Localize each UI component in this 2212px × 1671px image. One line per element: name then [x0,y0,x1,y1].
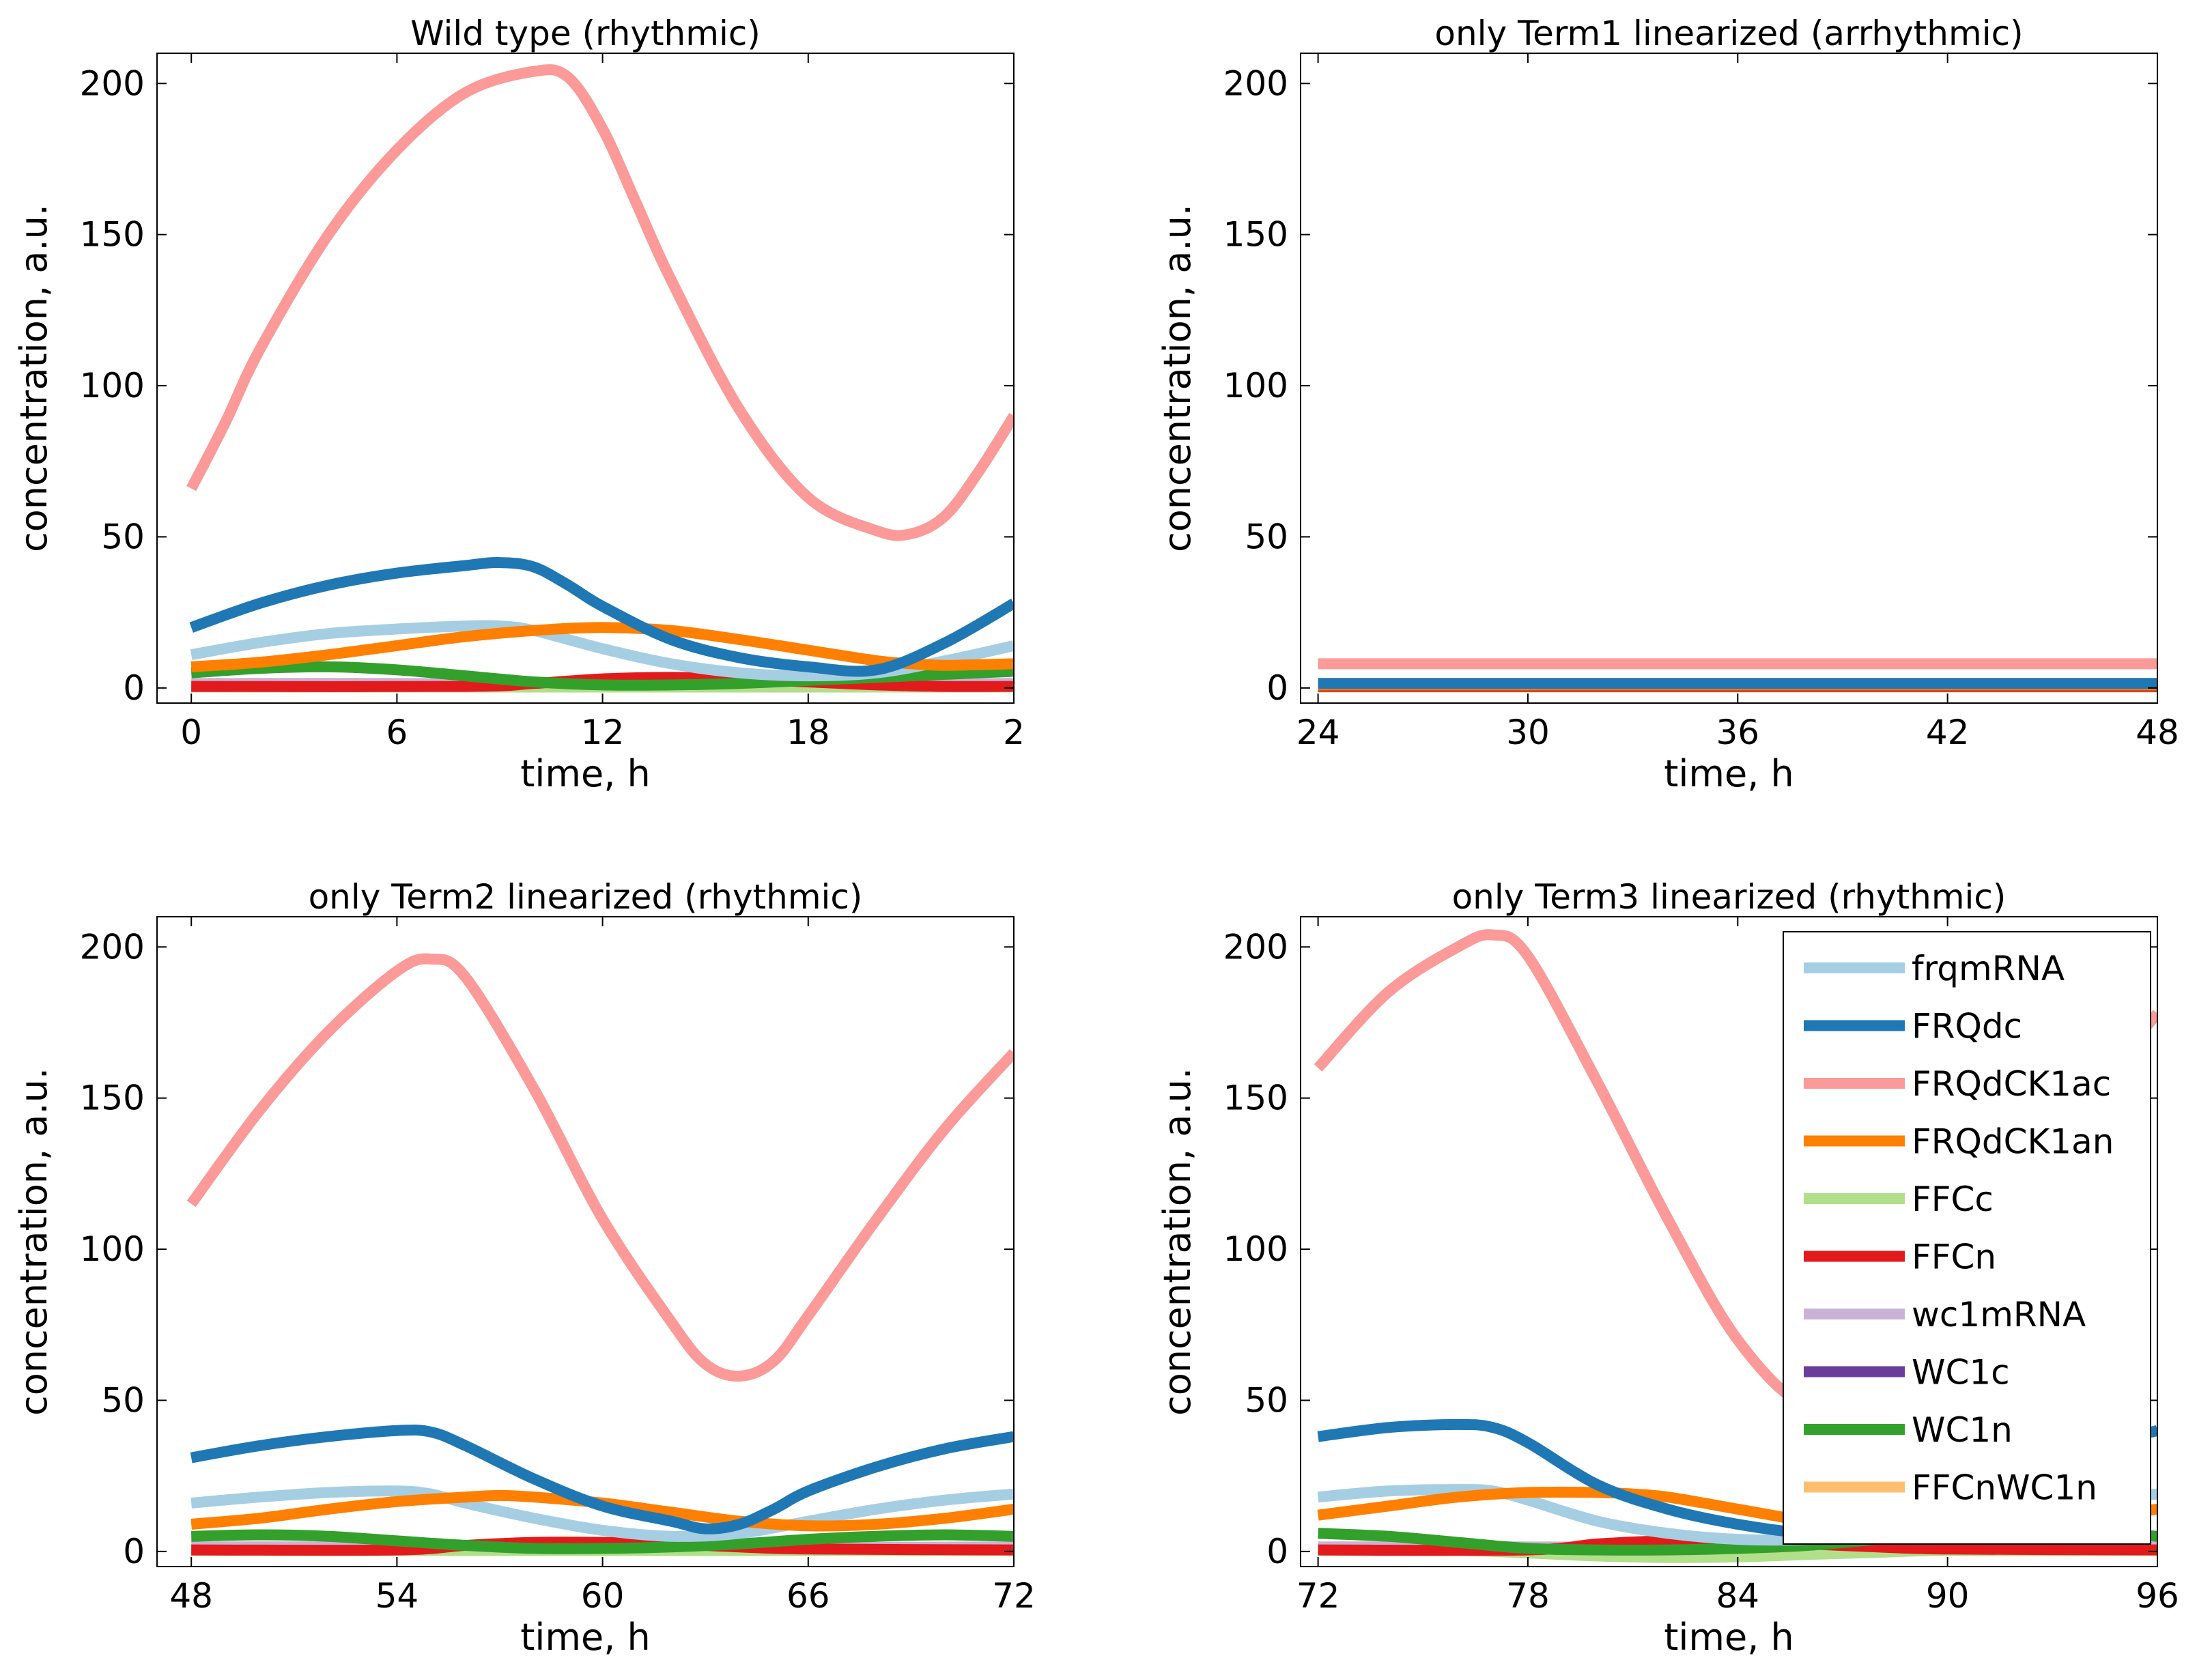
x-tick-label: 60 [581,1576,625,1616]
x-tick-label: 24 [1296,713,1340,752]
series-line-FFCn [191,1537,1014,1556]
chart-title: Wild type (rhythmic) [410,14,761,53]
x-tick-label: 84 [1716,1576,1759,1616]
series-line-FFCn [191,672,1014,692]
chart-title: only Term3 linearized (rhythmic) [1452,877,2007,917]
legend-label-wc1mRNA: wc1mRNA [1912,1295,2086,1334]
y-tick-label: 0 [1266,668,1288,708]
y-tick-label: 50 [1245,517,1288,556]
chart-panel-1: 0 6 12 18 2 0 50 100 150 200 Wild type (rhythmic) t… [12,14,1025,795]
y-tick-label: 150 [1223,215,1288,255]
x-tick-label: 48 [169,1576,213,1616]
chart-panel-3: 48 54 60 66 72 0 50 100 150 200 only Term2 lineari… [12,877,1036,1659]
x-tick-label: 12 [581,713,625,752]
legend-label-FRQdCK1ac: FRQdCK1ac [1912,1064,2111,1104]
x-tick-label: 72 [992,1576,1036,1616]
y-tick-label: 200 [80,927,145,967]
x-axis-label: time, h [520,1616,651,1659]
series-line-FRQdCK1ac [186,953,1014,1382]
series-lines [1318,658,2157,693]
legend-label-WC1n: WC1n [1912,1410,2013,1450]
y-tick-label: 150 [80,1079,145,1118]
y-axis-label: concentration, a.u. [12,1068,55,1416]
y-tick-label: 200 [1223,927,1288,967]
legend-label-WC1c: WC1c [1912,1353,2010,1392]
x-tick-label: 18 [786,713,830,752]
x-tick-label: 30 [1506,713,1550,752]
y-axis-label: concentration, a.u. [1156,204,1199,552]
series-lines [186,64,1014,693]
plot-frame [1300,916,2158,1567]
series-line-FRQdc [189,557,1014,677]
y-tick-label: 100 [80,1229,145,1269]
chart-panel-4: 72 78 84 90 96 0 50 100 150 200 only Term3 lineari… [1156,877,2179,1659]
x-tick-label: 2 [1003,713,1025,752]
legend-label-FFCnWC1n: FFCnWC1n [1912,1468,2097,1508]
x-tick-label: 72 [1296,1576,1340,1616]
x-axis-label: time, h [1664,752,1794,795]
y-tick-label: 0 [123,1532,145,1571]
series-lines [186,953,1014,1556]
y-tick-label: 50 [1245,1380,1288,1420]
y-tick-label: 50 [101,517,145,556]
y-tick-label: 200 [1223,63,1288,103]
y-tick-label: 200 [80,63,145,103]
chart-title: only Term1 linearized (arrhythmic) [1434,14,2023,53]
chart-panel-2: 24 30 36 42 48 0 50 100 150 200 only Term1 lineari… [1156,14,2179,795]
x-tick-label: 42 [1926,713,1970,752]
series-line-WC1n [191,1529,1014,1554]
x-tick-label: 6 [386,713,408,752]
y-tick-label: 50 [101,1380,145,1420]
y-tick-label: 0 [123,668,145,708]
x-tick-label: 90 [1926,1576,1970,1616]
legend-label-FRQdCK1an: FRQdCK1an [1912,1122,2114,1162]
legend-box [1783,931,2151,1545]
x-axis-label: time, h [1664,1616,1794,1659]
y-tick-label: 100 [80,366,145,405]
x-tick-label: 54 [375,1576,419,1616]
series-line-frqmRNA [190,1485,1014,1542]
series-line-FRQdc [190,1424,1014,1534]
x-tick-label: 48 [2136,713,2179,752]
y-tick-label: 100 [1223,366,1288,405]
x-tick-label: 66 [786,1576,830,1616]
y-tick-label: 150 [1223,1079,1288,1118]
chart-title: only Term2 linearized (rhythmic) [309,877,863,917]
legend-label-FFCn: FFCn [1912,1238,1996,1277]
y-tick-label: 0 [1266,1532,1288,1571]
panels: 0 6 12 18 2 0 50 100 150 200 Wild type (rhythmic) t… [12,14,2179,1659]
y-tick-label: 150 [80,215,145,255]
x-tick-label: 36 [1716,713,1759,752]
y-axis-label: concentration, a.u. [1156,1068,1199,1416]
y-tick-label: 100 [1223,1229,1288,1269]
x-tick-label: 96 [2136,1576,2179,1616]
x-tick-label: 78 [1506,1576,1550,1616]
legend-label-FRQdc: FRQdc [1912,1007,2022,1046]
series-line-FRQdCK1ac [186,64,1014,541]
x-tick-label: 0 [180,713,202,752]
plot-frame [1300,53,2158,704]
legend-label-FFCc: FFCc [1912,1180,1994,1219]
plot-frame [156,916,1015,1567]
legend: frqmRNA FRQdc FRQdCK1ac FRQdCK1an FFCc FFCn wc… [1783,931,2151,1545]
legend-label-frqmRNA: frqmRNA [1912,949,2065,988]
plot-frame [156,53,1015,704]
x-axis-label: time, h [520,752,651,795]
y-axis-label: concentration, a.u. [12,204,55,552]
